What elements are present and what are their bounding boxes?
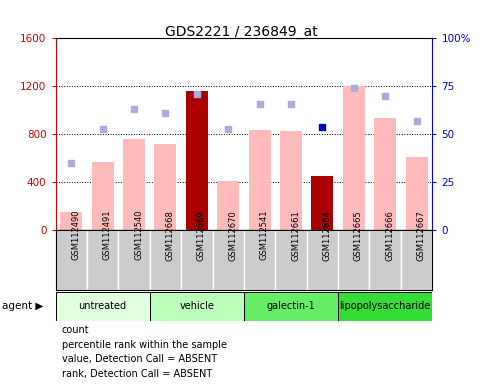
Point xyxy=(161,110,170,116)
Point xyxy=(68,160,75,166)
Bar xyxy=(369,230,401,290)
Point xyxy=(256,101,264,107)
Text: GSM112668: GSM112668 xyxy=(165,210,174,261)
Bar xyxy=(343,86,365,230)
Text: GSM112490: GSM112490 xyxy=(71,210,80,260)
Text: GSM112665: GSM112665 xyxy=(354,210,363,260)
Point xyxy=(99,126,107,132)
Bar xyxy=(338,292,432,321)
Bar xyxy=(56,230,87,290)
Text: percentile rank within the sample: percentile rank within the sample xyxy=(62,340,227,350)
Point xyxy=(287,101,295,107)
Bar xyxy=(181,230,213,290)
Bar xyxy=(186,91,208,230)
Text: galectin-1: galectin-1 xyxy=(267,301,315,311)
Bar xyxy=(92,162,114,230)
Text: value, Detection Call = ABSENT: value, Detection Call = ABSENT xyxy=(62,354,217,364)
Bar xyxy=(275,230,307,290)
Bar xyxy=(123,139,145,230)
Bar xyxy=(60,212,82,230)
Text: GSM112669: GSM112669 xyxy=(197,210,206,260)
Bar xyxy=(312,176,333,230)
Bar xyxy=(155,144,176,230)
Bar xyxy=(374,118,396,230)
Bar xyxy=(87,230,118,290)
Text: untreated: untreated xyxy=(79,301,127,311)
Bar xyxy=(280,131,302,230)
Bar xyxy=(217,180,239,230)
Text: count: count xyxy=(62,325,89,335)
Bar xyxy=(244,292,338,321)
Text: GSM112670: GSM112670 xyxy=(228,210,237,260)
Text: rank, Detection Call = ABSENT: rank, Detection Call = ABSENT xyxy=(62,369,212,379)
Text: GSM112491: GSM112491 xyxy=(103,210,112,260)
Text: vehicle: vehicle xyxy=(179,301,214,311)
Bar xyxy=(249,129,270,230)
Bar xyxy=(401,230,432,290)
Bar xyxy=(244,230,275,290)
Point xyxy=(193,91,201,97)
Text: GSM112667: GSM112667 xyxy=(416,210,426,261)
Text: agent ▶: agent ▶ xyxy=(2,301,44,311)
Bar xyxy=(307,230,338,290)
Bar xyxy=(150,292,244,321)
Text: GSM112540: GSM112540 xyxy=(134,210,143,260)
Text: GDS2221 / 236849_at: GDS2221 / 236849_at xyxy=(165,25,318,39)
Point xyxy=(350,85,357,91)
Text: GSM112664: GSM112664 xyxy=(323,210,331,260)
Bar xyxy=(150,230,181,290)
Bar xyxy=(406,157,427,230)
Bar xyxy=(338,230,369,290)
Text: lipopolysaccharide: lipopolysaccharide xyxy=(340,301,431,311)
Point xyxy=(382,93,389,99)
Text: GSM112541: GSM112541 xyxy=(260,210,269,260)
Point xyxy=(319,124,327,130)
Bar xyxy=(56,292,150,321)
Point xyxy=(130,106,138,113)
Bar xyxy=(118,230,150,290)
Text: GSM112661: GSM112661 xyxy=(291,210,300,260)
Point xyxy=(224,126,232,132)
Text: GSM112666: GSM112666 xyxy=(385,210,394,261)
Point xyxy=(412,118,420,124)
Bar xyxy=(213,230,244,290)
